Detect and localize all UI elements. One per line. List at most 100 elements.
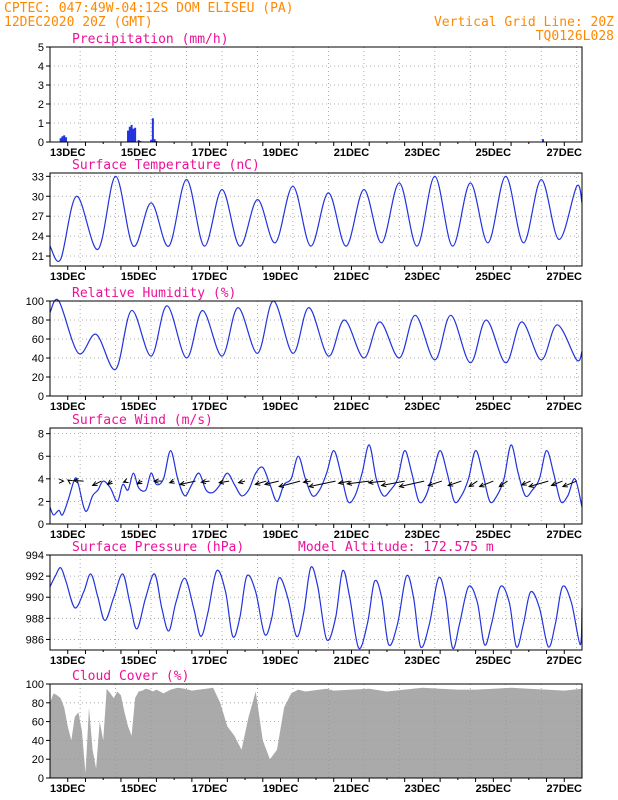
wind-vector	[73, 480, 84, 482]
wind-vector-head	[72, 478, 79, 484]
cloud-xtick-label: 27DEC	[547, 783, 583, 795]
precip-ytick-label: 4	[38, 61, 44, 73]
cloud-title: Cloud Cover (%)	[72, 669, 189, 684]
humidity-xtick-label: 23DEC	[405, 401, 441, 413]
wind-vector	[551, 480, 563, 486]
precip-ytick-label: 5	[38, 42, 44, 54]
wind-vector-head	[277, 482, 285, 488]
wind-ytick-label: 4	[38, 474, 44, 486]
panel-cloud: 0 20 40 60 80 100 13DEC 15DEC 17DEC 19DEC 21DEC 23D…	[26, 669, 583, 795]
precip-bar	[61, 136, 64, 142]
precip-ytick-label: 0	[38, 137, 44, 149]
wind-vector	[347, 480, 370, 485]
wind-vector	[498, 480, 508, 487]
wind-vector	[381, 480, 405, 486]
wind-vector-head	[380, 482, 387, 488]
wind-vector	[309, 480, 336, 488]
wind-vectors	[58, 478, 577, 489]
pressure-xtick-label: 21DEC	[334, 655, 370, 667]
pressure-ytick-label: 986	[26, 634, 44, 646]
wind-vector	[448, 480, 462, 486]
precip-xtick-label: 23DEC	[405, 147, 441, 159]
panels: 0 1 2 3 4 5 13DEC 15DEC 17DEC 19DEC 21DEC 23DEC 25DE…	[26, 32, 583, 795]
temperature-xtick-label: 17DEC	[192, 271, 228, 283]
cloud-xtick-label: 23DEC	[405, 783, 441, 795]
pressure-ytick-label: 990	[26, 592, 44, 604]
wind-ytick-label: 8	[38, 429, 44, 441]
precip-plot-area	[50, 47, 582, 142]
cloud-xtick-label: 21DEC	[334, 783, 370, 795]
pressure-xtick-label: 25DEC	[476, 655, 512, 667]
wind-vector-head	[478, 482, 485, 488]
precip-xtick-label: 25DEC	[476, 147, 512, 159]
wind-vector-head	[447, 481, 454, 487]
humidity-title: Relative Humidity (%)	[72, 286, 236, 301]
wind-xtick-label: 27DEC	[547, 529, 583, 541]
header-station: CPTEC: 047:49W-04:12S DOM ELISEU (PA)	[4, 1, 294, 16]
pressure-title: Surface Pressure (hPa)	[72, 540, 244, 555]
wind-vector	[528, 480, 549, 488]
temperature-xtick-label: 25DEC	[476, 271, 512, 283]
precip-title: Precipitation (mm/h)	[72, 32, 229, 47]
humidity-line	[49, 298, 583, 371]
wind-vector	[92, 480, 102, 486]
cloud-xtick-label: 19DEC	[263, 783, 299, 795]
humidity-ytick-label: 80	[32, 315, 44, 327]
humidity-xtick-label: 15DEC	[121, 401, 157, 413]
wind-vector-head	[302, 478, 309, 485]
humidity-ytick-label: 0	[38, 391, 44, 403]
wind-vector-head	[520, 480, 527, 486]
wind-plot-area	[50, 428, 582, 524]
wind-vector-head	[136, 479, 143, 485]
wind-vector-head	[468, 482, 475, 488]
temperature-line	[49, 175, 583, 262]
wind-xtick-label: 15DEC	[121, 529, 157, 541]
panel-pressure: 986 988 990 992 994 13DEC 15DEC 17DEC 19DEC 21DEC…	[26, 540, 583, 667]
wind-vector-head	[152, 478, 159, 484]
temperature-xtick-label: 13DEC	[50, 271, 86, 283]
precip-bar	[150, 140, 153, 142]
wind-vector-head	[263, 480, 270, 486]
wind-vector-head	[237, 479, 244, 485]
temperature-ytick-label: 30	[32, 191, 44, 203]
humidity-ytick-label: 20	[32, 372, 44, 384]
precip-bar	[127, 130, 130, 142]
cloud-xtick-label: 25DEC	[476, 783, 512, 795]
precip-xtick-label: 17DEC	[192, 147, 228, 159]
wind-xtick-label: 23DEC	[405, 529, 441, 541]
cloud-ytick-label: 20	[32, 754, 44, 766]
wind-xtick-label: 17DEC	[192, 529, 228, 541]
humidity-ytick-label: 60	[32, 334, 44, 346]
wind-vector-head	[398, 483, 405, 489]
cloud-ytick-label: 80	[32, 698, 44, 710]
wind-vector-head	[367, 479, 374, 485]
temperature-ytick-label: 27	[32, 211, 44, 223]
precip-bar	[151, 118, 154, 142]
precip-bar	[64, 137, 67, 142]
header-model: TQ0126L028	[536, 29, 614, 44]
wind-vector	[521, 480, 531, 486]
wind-vector-head	[218, 479, 225, 485]
pressure-ytick-label: 988	[26, 613, 44, 625]
pressure-ytick-label: 992	[26, 571, 44, 583]
cloud-xtick-label: 17DEC	[192, 783, 228, 795]
wind-vector	[479, 480, 494, 488]
cloud-cover-area	[50, 687, 582, 778]
wind-vector	[201, 480, 210, 483]
wind-vector	[303, 480, 311, 483]
humidity-xtick-label: 25DEC	[476, 401, 512, 413]
wind-vector	[179, 480, 196, 485]
wind-ytick-label: 2	[38, 496, 44, 508]
precip-bar	[130, 124, 133, 142]
precip-ytick-label: 1	[38, 118, 44, 130]
precip-bar	[128, 126, 131, 142]
humidity-xtick-label: 19DEC	[263, 401, 299, 413]
wind-vector-head	[561, 482, 568, 488]
wind-vector	[264, 480, 279, 485]
wind-vector	[562, 480, 577, 488]
wind-vector-head	[550, 481, 557, 487]
wind-vector-head	[168, 478, 175, 484]
wind-vector	[279, 480, 301, 488]
pressure-ytick-label: 994	[26, 550, 44, 562]
